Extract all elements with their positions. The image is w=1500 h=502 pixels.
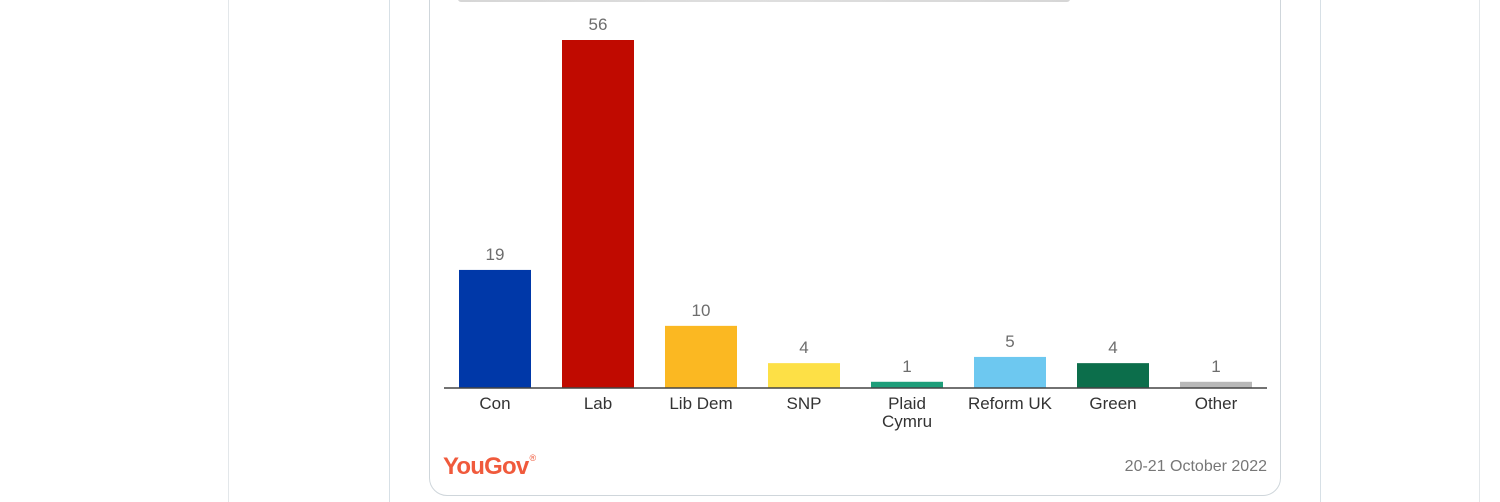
yougov-logo: YouGov® — [443, 453, 536, 480]
chart-title-cut-off — [458, 0, 1070, 2]
poll-date: 20-21 October 2022 — [1124, 458, 1267, 475]
category-label-reform-uk: Reform UK — [968, 394, 1053, 413]
value-label-plaid-cymru: 1 — [902, 357, 911, 376]
category-label-lab: Lab — [584, 394, 612, 413]
category-label-other: Other — [1195, 394, 1238, 413]
value-label-snp: 4 — [799, 338, 808, 357]
category-label-green: Green — [1089, 394, 1136, 413]
bar-lib-dem — [665, 325, 737, 388]
value-label-lab: 56 — [589, 15, 608, 34]
value-label-other: 1 — [1211, 357, 1220, 376]
bar-green — [1077, 363, 1149, 388]
category-label-con: Con — [479, 394, 510, 413]
bar-other — [1180, 381, 1252, 388]
category-label-snp: SNP — [787, 394, 822, 413]
value-label-con: 19 — [486, 245, 505, 264]
category-label-plaid-cymru: Plaid Cymru — [882, 394, 932, 431]
bar-reform-uk — [974, 356, 1046, 388]
bar-plaid-cymru — [871, 381, 943, 388]
outer-frame — [228, 0, 1480, 502]
bar-snp — [768, 363, 840, 388]
category-label-lib-dem: Lib Dem — [669, 394, 732, 413]
value-label-green: 4 — [1108, 338, 1117, 357]
value-label-lib-dem: 10 — [692, 301, 711, 320]
bar-con — [459, 269, 531, 388]
value-label-reform-uk: 5 — [1005, 332, 1014, 351]
inner-frame — [389, 0, 1321, 502]
bar-lab — [562, 40, 634, 388]
